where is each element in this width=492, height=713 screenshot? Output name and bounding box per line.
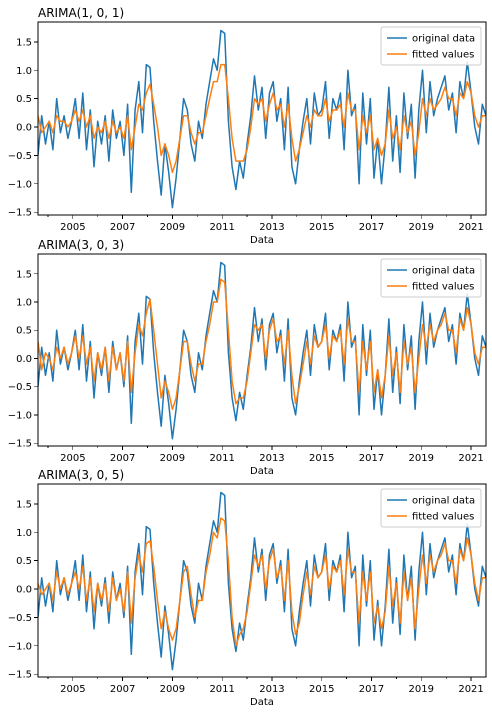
series-original-data-line [38, 29, 486, 209]
x-axis-label: Data [250, 466, 274, 477]
y-tick-label: −1.5 [8, 670, 32, 681]
y-tick-label: 0.0 [16, 123, 32, 134]
x-tick-label: 2007 [110, 222, 135, 233]
axes-frame [37, 21, 487, 216]
y-tick-label: 0.5 [16, 556, 32, 567]
legend: original data fitted values [380, 488, 482, 528]
series-fitted-values-line [38, 63, 486, 174]
x-tick-label: 2017 [359, 222, 384, 233]
x-tick-label: 2011 [209, 453, 234, 464]
x-tick-label: 2017 [359, 684, 384, 695]
x-tick-label: 2015 [309, 684, 334, 695]
x-tick-label: 2007 [110, 453, 135, 464]
axes-frame [37, 483, 487, 678]
chart-title: ARIMA(3, 0, 5) [38, 468, 124, 482]
series-fitted-values-line [38, 517, 486, 647]
chart-panel-2: ARIMA(3, 0, 3) −1.5 −1.0 −0.5 0.0 0.5 1.0 1.5 20… [8, 238, 487, 477]
y-tick-label: 0.0 [16, 585, 32, 596]
y-tick-label: 1.5 [16, 269, 32, 280]
x-tick-label: 2007 [110, 684, 135, 695]
y-tick-label: 1.0 [16, 66, 32, 77]
x-tick-label: 2009 [160, 222, 185, 233]
legend-box [380, 26, 482, 66]
y-tick-label: −0.5 [8, 382, 32, 393]
x-tick-label: 2013 [259, 453, 284, 464]
y-tick-label: −1.0 [8, 641, 32, 652]
legend: original data fitted values [380, 258, 482, 298]
legend-label: original data [412, 34, 475, 45]
x-tick-label: 2019 [409, 684, 434, 695]
chart-panel-3: ARIMA(3, 0, 5) −1.5 −1.0 −0.5 0.0 0.5 1.0 1.5 20… [8, 468, 487, 708]
y-tick-label: −0.5 [8, 151, 32, 162]
legend-label: original data [412, 266, 475, 277]
chart-title: ARIMA(1, 0, 1) [38, 6, 124, 20]
x-tick-label: 2005 [60, 684, 85, 695]
x-axis-label: Data [250, 235, 274, 246]
series-original-data-line [38, 261, 486, 440]
x-tick-label: 2011 [209, 222, 234, 233]
y-tick-label: −0.5 [8, 613, 32, 624]
x-axis-label: Data [250, 697, 274, 708]
series-original-data-line [38, 491, 486, 671]
series-fitted-values-line [38, 278, 486, 411]
x-tick-label: 2019 [409, 453, 434, 464]
y-tick-label: 1.5 [16, 37, 32, 48]
x-tick-label: 2009 [160, 453, 185, 464]
y-tick-label: −1.5 [8, 208, 32, 219]
x-tick-label: 2015 [309, 453, 334, 464]
legend: original data fitted values [380, 26, 482, 66]
y-tick-label: 0.5 [16, 94, 32, 105]
x-tick-label: 2015 [309, 222, 334, 233]
axes-frame [37, 253, 487, 447]
y-tick-label: −1.5 [8, 439, 32, 450]
x-tick-label: 2011 [209, 684, 234, 695]
legend-box [380, 258, 482, 298]
legend-label: fitted values [412, 50, 474, 61]
x-tick-label: 2013 [259, 684, 284, 695]
y-tick-label: 1.5 [16, 499, 32, 510]
y-tick-label: 1.0 [16, 528, 32, 539]
y-tick-label: −1.0 [8, 179, 32, 190]
y-tick-label: −1.0 [8, 410, 32, 421]
x-tick-label: 2005 [60, 453, 85, 464]
x-tick-label: 2013 [259, 222, 284, 233]
x-tick-label: 2019 [409, 222, 434, 233]
chart-panel-1: ARIMA(1, 0, 1) −1.5 −1.0 −0.5 0.0 0.5 1.0 1.5 20… [8, 6, 487, 246]
x-tick-label: 2021 [458, 453, 483, 464]
y-tick-label: 0.5 [16, 326, 32, 337]
legend-label: fitted values [412, 282, 474, 293]
chart-title: ARIMA(3, 0, 3) [38, 238, 124, 252]
legend-box [380, 488, 482, 528]
y-tick-label: 0.0 [16, 354, 32, 365]
legend-label: fitted values [412, 512, 474, 523]
y-tick-label: 1.0 [16, 298, 32, 309]
x-tick-label: 2021 [458, 222, 483, 233]
x-tick-label: 2021 [458, 684, 483, 695]
x-tick-label: 2017 [359, 453, 384, 464]
x-tick-label: 2009 [160, 684, 185, 695]
x-tick-label: 2005 [60, 222, 85, 233]
legend-label: original data [412, 496, 475, 507]
